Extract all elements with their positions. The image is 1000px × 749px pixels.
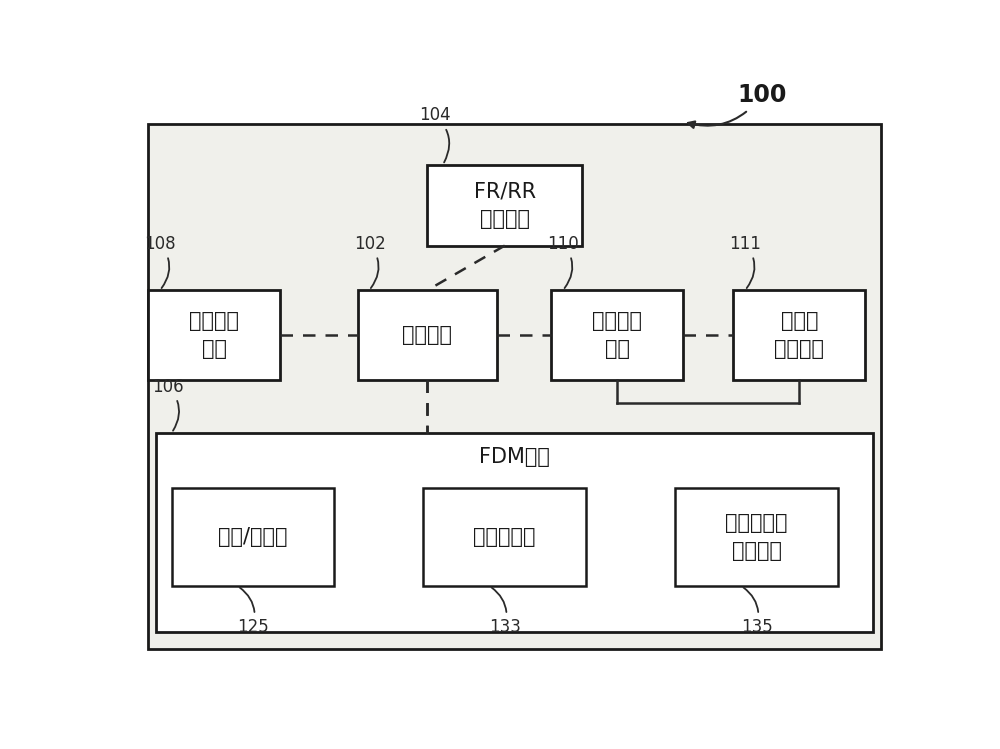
- Bar: [733, 291, 865, 380]
- Bar: [551, 291, 683, 380]
- Text: 后雨刷器
系统: 后雨刷器 系统: [592, 311, 642, 359]
- Text: 104: 104: [420, 106, 451, 163]
- Bar: [172, 488, 334, 586]
- Text: 镜子/显示屏: 镜子/显示屏: [218, 527, 288, 547]
- Text: 135: 135: [741, 587, 773, 636]
- Bar: [423, 488, 586, 586]
- Text: 控制单元: 控制单元: [402, 325, 452, 345]
- Text: 125: 125: [237, 587, 269, 636]
- Bar: [427, 165, 582, 246]
- Text: 100: 100: [688, 83, 787, 128]
- Text: 106: 106: [152, 377, 184, 431]
- Bar: [675, 488, 838, 586]
- Text: 133: 133: [489, 587, 521, 636]
- Text: 108: 108: [144, 234, 176, 288]
- Text: 110: 110: [547, 234, 579, 288]
- Text: 后视摄像机
清洗喷嘴: 后视摄像机 清洗喷嘴: [725, 513, 788, 561]
- Text: FDM系统: FDM系统: [479, 447, 550, 467]
- Text: 后视窗
清洗系统: 后视窗 清洗系统: [774, 311, 824, 359]
- Text: 102: 102: [354, 234, 385, 288]
- Bar: [156, 433, 873, 632]
- Text: 111: 111: [730, 234, 761, 288]
- Bar: [358, 291, 497, 380]
- Text: FR/RR
组合开关: FR/RR 组合开关: [474, 181, 536, 229]
- Text: 后视摄像机: 后视摄像机: [474, 527, 536, 547]
- Text: 前雨刷器
系统: 前雨刷器 系统: [189, 311, 239, 359]
- Bar: [148, 291, 280, 380]
